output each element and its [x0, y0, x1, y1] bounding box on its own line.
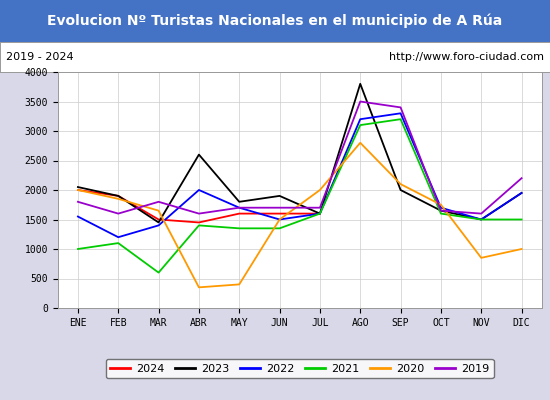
Legend: 2024, 2023, 2022, 2021, 2020, 2019: 2024, 2023, 2022, 2021, 2020, 2019: [106, 359, 493, 378]
Text: 2019 - 2024: 2019 - 2024: [6, 52, 73, 62]
Text: http://www.foro-ciudad.com: http://www.foro-ciudad.com: [389, 52, 544, 62]
Text: Evolucion Nº Turistas Nacionales en el municipio de A Rúa: Evolucion Nº Turistas Nacionales en el m…: [47, 14, 503, 28]
